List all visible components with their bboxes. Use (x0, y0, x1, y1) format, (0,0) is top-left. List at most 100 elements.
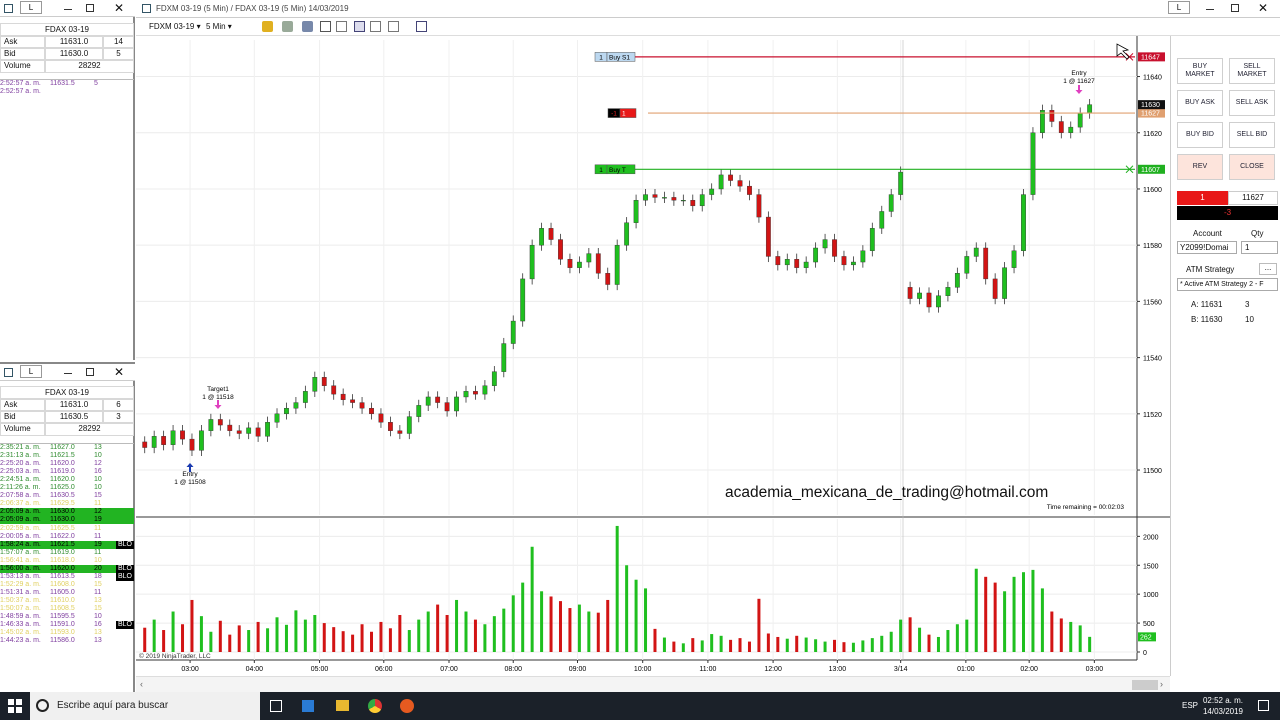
volume-bar (993, 582, 997, 652)
order-label-box[interactable] (606, 52, 636, 62)
x-tick-label: 13:00 (829, 666, 847, 673)
bid-price: 11630.0 (45, 47, 103, 61)
annotation-label: Target1 (207, 386, 229, 393)
order-label-box[interactable] (619, 108, 637, 118)
x-tick-label: 11:00 (699, 666, 716, 673)
order-button[interactable]: SELL MARKET (1229, 58, 1275, 84)
maximize[interactable] (86, 4, 94, 12)
tape-row: 1:45:02 a. m. 11593.0 13 (0, 629, 134, 637)
account-select[interactable]: Y2099!Domai (1177, 241, 1237, 254)
start-button[interactable] (8, 699, 22, 713)
tape-row: 2:07:58 a. m. 11630.5 15 (0, 492, 134, 500)
tool[interactable] (388, 21, 399, 32)
x-tick-label: 06:00 (375, 666, 393, 673)
candle-body (435, 396, 441, 403)
app-icon (4, 368, 13, 377)
atm-select[interactable]: * Active ATM Strategy 2 - F (1177, 278, 1278, 291)
candle-body (888, 194, 894, 212)
app-edge[interactable] (302, 700, 314, 712)
link-button[interactable]: L (1168, 1, 1190, 14)
order-qty: -1 (611, 111, 617, 118)
candle-body (576, 261, 582, 268)
tape-row: 1:53:13 a. m. 11613.5 18 BLO (0, 572, 135, 581)
tape-flag: BLO (116, 540, 135, 549)
atm-more[interactable]: ... (1259, 263, 1277, 275)
candle-body (586, 253, 592, 263)
volume-bar (247, 630, 251, 652)
clock[interactable]: 02:52 a. m. 14/03/2019 (1200, 695, 1246, 717)
close[interactable]: ✕ (114, 1, 125, 15)
order-button[interactable]: BUY ASK (1177, 90, 1223, 116)
search-box[interactable]: Escribe aquí para buscar (30, 692, 260, 720)
candle-body (406, 416, 412, 434)
minimize[interactable] (64, 373, 72, 374)
minimize[interactable] (1206, 9, 1214, 10)
qty-input[interactable]: 1 (1241, 241, 1278, 254)
time-remaining: Time remaining = 00:02:03 (1047, 504, 1125, 511)
tool[interactable] (282, 21, 293, 32)
candle-body (1011, 250, 1017, 268)
candle-body (397, 430, 403, 434)
maximize[interactable] (1231, 4, 1239, 12)
close[interactable]: ✕ (1258, 1, 1269, 15)
candle-body (832, 239, 837, 257)
candle-body (1087, 104, 1093, 114)
candle-body (907, 287, 913, 299)
order-label-box[interactable] (606, 164, 636, 175)
order-button[interactable]: REV (1177, 154, 1223, 180)
tool[interactable] (416, 21, 427, 32)
link-button[interactable]: L (20, 1, 42, 14)
draw-tool[interactable] (262, 21, 273, 32)
minimize[interactable] (64, 9, 72, 10)
candle-body (274, 413, 280, 423)
candle-body (425, 396, 431, 406)
interval-selector[interactable]: 5 Min ▾ (206, 22, 232, 31)
volume-bar (143, 627, 147, 652)
crosshair[interactable] (320, 21, 331, 32)
scroll-thumb[interactable] (1132, 680, 1158, 690)
candle-body (992, 278, 998, 299)
tape-time: 2:52:57 a. m. (0, 80, 41, 87)
volume-bar (1059, 618, 1063, 652)
candle-body (633, 200, 639, 223)
tape-price: 11610.0 (50, 596, 75, 604)
maximize[interactable] (86, 368, 94, 376)
candle-body (246, 427, 252, 434)
tape-price: 11629.5 (50, 500, 75, 508)
order-button[interactable]: BUY BID (1177, 122, 1223, 148)
app-chrome[interactable] (368, 699, 382, 713)
order-button[interactable]: CLOSE (1229, 154, 1275, 180)
app-ninjatrader[interactable] (400, 699, 414, 713)
title-bar: L ✕ (0, 364, 135, 381)
order-cancel[interactable] (1125, 165, 1134, 174)
scrollbar[interactable]: ‹ › (136, 676, 1170, 692)
order-button[interactable]: SELL ASK (1229, 90, 1275, 116)
candle-body (851, 261, 856, 266)
annotation-label: Entry (182, 471, 198, 478)
language[interactable]: ESP (1182, 701, 1199, 710)
task-view[interactable] (270, 700, 282, 712)
candle-body (350, 399, 356, 403)
instrument-selector[interactable]: FDXM 03-19 ▾ (149, 22, 201, 31)
notifications[interactable] (1258, 700, 1269, 711)
tool[interactable] (370, 21, 381, 32)
tool[interactable] (336, 21, 347, 32)
tool[interactable] (302, 21, 313, 32)
volume-bar (681, 643, 685, 652)
order-button[interactable]: SELL BID (1229, 122, 1275, 148)
volume-bar (398, 614, 402, 652)
link-button[interactable]: L (20, 365, 42, 378)
ask-line: A: 11631 (1191, 300, 1223, 309)
taskbar: Escribe aquí para buscar ESP 02:52 a. m.… (0, 692, 1280, 720)
app-explorer[interactable] (336, 700, 349, 711)
tape-row: 2:05:09 a. m. 11630.0 19 (0, 516, 134, 525)
tape-time: 1:48:59 a. m. (0, 613, 41, 621)
tool[interactable] (354, 21, 365, 32)
volume-bar (492, 616, 496, 652)
volume-bar (152, 619, 156, 652)
tape-price: 11619.0 (50, 468, 75, 476)
candle-body (699, 194, 705, 207)
order-button[interactable]: BUY MARKET (1177, 58, 1223, 84)
volume-bar (473, 619, 477, 652)
close[interactable]: ✕ (114, 365, 125, 379)
